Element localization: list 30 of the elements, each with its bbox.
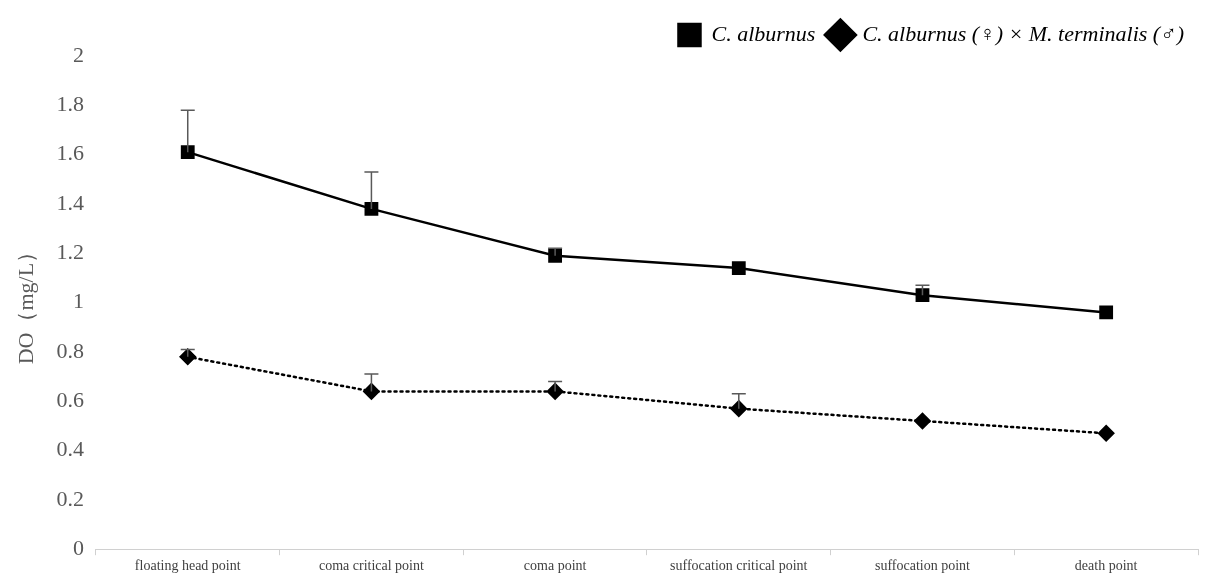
y-tick-label: 0 (72, 534, 84, 560)
point (180, 145, 195, 160)
x-tick-label: suffocation critical point (670, 558, 808, 574)
point (914, 412, 931, 430)
y-tick-label: 0.2 (56, 485, 84, 511)
x-tick-label: death point (1074, 558, 1138, 574)
x-tick-label: suffocation point (874, 558, 971, 574)
x-tick-label: coma critical point (318, 558, 425, 574)
y-tick-label: 1 (72, 288, 84, 314)
y-tick-label: 0.6 (56, 387, 84, 413)
legend-label: C. alburnus (711, 20, 816, 46)
y-tick-label: 1.2 (56, 239, 84, 265)
point (731, 261, 746, 275)
x-tick-label: coma point (523, 558, 587, 574)
y-axis-title: DO（mg/L） (12, 240, 38, 365)
point (915, 288, 930, 303)
y-tick-label: 0.4 (56, 436, 84, 462)
point (1097, 425, 1115, 442)
y-tick-label: 1.8 (56, 91, 84, 117)
point (179, 348, 196, 366)
legend-label: C. alburnus (♀) × M. terminalis (♂) (862, 20, 1185, 46)
x-tick-label: floating head point (134, 558, 241, 574)
y-tick-label: 0.8 (56, 337, 84, 363)
point (1099, 305, 1114, 320)
point (363, 383, 380, 400)
y-tick-label: 2 (72, 41, 84, 67)
y-tick-label: 1.6 (56, 140, 84, 166)
y-tick-label: 1.4 (56, 189, 84, 215)
point (548, 248, 563, 263)
point (364, 201, 379, 216)
